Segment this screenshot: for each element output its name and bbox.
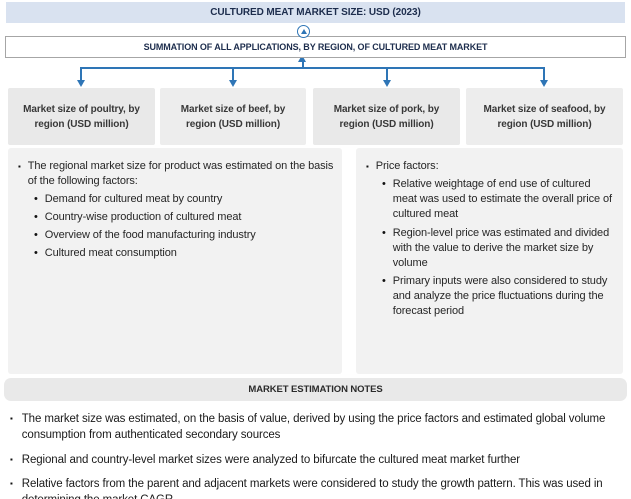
connector-stub-2 — [232, 67, 234, 81]
box-seafood-label: Market size of seafood, by region (USD m… — [483, 103, 606, 130]
square-bullet-icon: ▪ — [10, 414, 13, 423]
regional-factors-lead: ▪ The regional market size for product w… — [18, 159, 334, 189]
square-bullet-icon: ▪ — [10, 454, 13, 464]
box-pork-label: Market size of pork, by region (USD mill… — [333, 103, 440, 130]
horizontal-connector-line — [81, 67, 545, 69]
connector-stub-3 — [386, 67, 388, 81]
note-item: ▪ Relative factors from the parent and a… — [10, 476, 624, 499]
list-item-text: Primary inputs were also considered to s… — [392, 275, 608, 318]
round-bullet-icon: • — [34, 210, 38, 223]
list-item: • Relative weightage of end use of cultu… — [382, 177, 615, 223]
list-item: • Overview of the food manufacturing ind… — [34, 228, 334, 243]
box-beef: Market size of beef, by region (USD mill… — [160, 88, 306, 145]
round-bullet-icon: • — [34, 192, 38, 205]
center-connector-line — [302, 61, 304, 69]
square-bullet-icon: ▪ — [18, 162, 21, 171]
box-beef-label: Market size of beef, by region (USD mill… — [180, 103, 286, 130]
up-triangle-icon — [300, 29, 307, 34]
list-item: • Cultured meat consumption — [34, 246, 334, 261]
price-factors-list: • Relative weightage of end use of cultu… — [382, 177, 615, 320]
estimation-notes: ▪ The market size was estimated, on the … — [10, 411, 624, 499]
aggregate-up-circle-icon — [297, 25, 310, 38]
box-poultry: Market size of poultry, by region (USD m… — [8, 88, 155, 145]
regional-factors-list: • Demand for cultured meat by country • … — [34, 192, 334, 262]
regional-factors-text: The regional market size for product was… — [27, 160, 334, 187]
note-item: ▪ The market size was estimated, on the … — [10, 411, 624, 444]
diagram-title: CULTURED MEAT MARKET SIZE: USD (2023) — [210, 7, 421, 18]
list-item: • Primary inputs were also considered to… — [382, 274, 615, 320]
note-text: Regional and country-level market sizes … — [21, 453, 521, 466]
round-bullet-icon: • — [34, 229, 38, 242]
list-item: • Country-wise production of cultured me… — [34, 210, 334, 225]
list-item-text: Region-level price was estimated and div… — [392, 226, 610, 269]
note-item: ▪ Regional and country-level market size… — [10, 452, 624, 468]
note-text: Relative factors from the parent and adj… — [21, 477, 603, 499]
connector-stub-1 — [80, 67, 82, 81]
price-factors-panel: ▪ Price factors: • Relative weightage of… — [356, 148, 623, 374]
box-seafood: Market size of seafood, by region (USD m… — [466, 88, 623, 145]
square-bullet-icon: ▪ — [366, 162, 369, 171]
down-arrowhead-icon-2 — [228, 80, 237, 87]
summation-label: SUMMATION OF ALL APPLICATIONS, BY REGION… — [143, 42, 488, 52]
round-bullet-icon: • — [382, 178, 386, 190]
summation-box: SUMMATION OF ALL APPLICATIONS, BY REGION… — [5, 36, 626, 58]
list-item-text: Relative weightage of end use of culture… — [392, 178, 612, 221]
list-item: • Demand for cultured meat by country — [34, 192, 334, 207]
up-arrowhead-icon — [298, 55, 306, 62]
list-item-text: Cultured meat consumption — [44, 247, 177, 260]
box-pork: Market size of pork, by region (USD mill… — [313, 88, 460, 145]
connector-stub-4 — [543, 67, 545, 81]
title-banner: CULTURED MEAT MARKET SIZE: USD (2023) — [6, 2, 625, 23]
list-item-text: Country-wise production of cultured meat — [44, 210, 242, 223]
down-arrowhead-icon-4 — [539, 80, 548, 87]
list-item: • Region-level price was estimated and d… — [382, 226, 615, 272]
round-bullet-icon: • — [382, 226, 386, 239]
price-factors-lead: ▪ Price factors: — [366, 159, 615, 174]
notes-banner-label: MARKET ESTIMATION NOTES — [248, 384, 383, 395]
round-bullet-icon: • — [382, 275, 386, 288]
box-poultry-label: Market size of poultry, by region (USD m… — [23, 103, 140, 130]
note-text: The market size was estimated, on the ba… — [21, 413, 606, 442]
price-factors-text: Price factors: — [375, 160, 439, 172]
square-bullet-icon: ▪ — [10, 478, 13, 488]
down-arrowhead-icon-1 — [76, 80, 85, 87]
notes-banner: MARKET ESTIMATION NOTES — [4, 378, 627, 401]
round-bullet-icon: • — [34, 247, 38, 260]
regional-factors-panel: ▪ The regional market size for product w… — [8, 148, 342, 374]
list-item-text: Demand for cultured meat by country — [44, 192, 223, 205]
down-arrowhead-icon-3 — [382, 80, 391, 87]
list-item-text: Overview of the food manufacturing indus… — [44, 229, 256, 242]
